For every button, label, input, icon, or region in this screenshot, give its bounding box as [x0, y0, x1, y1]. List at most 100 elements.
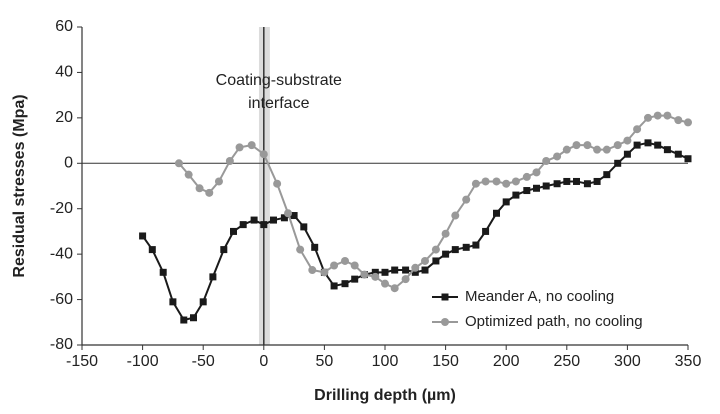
marker [190, 314, 198, 322]
y-tick-label: -40 [50, 245, 73, 262]
marker [644, 139, 652, 147]
marker [502, 179, 511, 188]
marker [472, 241, 480, 249]
marker [180, 316, 188, 324]
marker [431, 245, 440, 254]
marker [684, 155, 692, 163]
marker [280, 214, 288, 222]
marker [351, 275, 359, 283]
marker [139, 232, 147, 240]
marker [290, 212, 298, 220]
marker [462, 243, 470, 251]
marker [371, 268, 379, 276]
marker [562, 145, 571, 154]
marker [259, 150, 268, 159]
x-tick-label: 300 [614, 353, 641, 370]
y-tick-label: 20 [55, 109, 73, 126]
x-tick-label: 250 [553, 353, 580, 370]
marker [502, 198, 510, 206]
marker [420, 256, 429, 265]
marker [402, 266, 410, 274]
marker [381, 268, 389, 276]
marker [401, 275, 410, 284]
legend-marker [441, 293, 449, 301]
y-tick-label: 40 [55, 64, 73, 81]
x-tick-label: 0 [259, 353, 268, 370]
marker [533, 184, 540, 192]
marker [663, 146, 671, 154]
marker [593, 145, 602, 154]
y-tick-label: -80 [50, 336, 73, 353]
marker [542, 157, 551, 166]
marker [330, 261, 339, 270]
marker [239, 221, 247, 229]
marker [341, 256, 350, 265]
x-tick-label: 50 [316, 353, 334, 370]
x-tick-label: 100 [372, 353, 399, 370]
marker [432, 257, 440, 265]
marker [553, 152, 562, 161]
marker [451, 246, 459, 254]
marker [209, 273, 217, 281]
x-tick-label: -50 [192, 353, 215, 370]
marker [230, 227, 237, 235]
marker [214, 177, 223, 186]
marker [360, 270, 369, 279]
marker [654, 141, 662, 149]
marker [235, 143, 244, 152]
marker [371, 272, 380, 281]
x-tick-label: 150 [432, 353, 459, 370]
marker [492, 177, 501, 186]
marker [674, 150, 682, 158]
marker [350, 261, 359, 270]
x-axis-title: Drilling depth (µm) [314, 387, 456, 404]
marker [247, 141, 256, 150]
marker [593, 177, 601, 185]
marker [169, 298, 177, 306]
marker [269, 216, 277, 224]
marker [684, 118, 692, 127]
marker [341, 280, 349, 288]
marker [390, 284, 399, 293]
marker [300, 223, 308, 231]
legend-marker [441, 318, 449, 326]
marker [411, 268, 419, 276]
marker [572, 177, 580, 185]
marker [481, 177, 490, 186]
marker [462, 195, 471, 204]
marker [260, 221, 268, 229]
marker [159, 268, 167, 276]
marker [633, 141, 641, 149]
annotation: Coating-substrate [216, 72, 342, 89]
marker [532, 168, 541, 177]
marker [205, 188, 214, 197]
marker [653, 111, 662, 120]
y-axis-title: Residual stresses (Mpa) [11, 94, 28, 277]
marker [623, 150, 631, 158]
marker [633, 125, 642, 134]
marker [311, 243, 319, 251]
marker [623, 136, 632, 145]
marker [411, 263, 420, 272]
marker [250, 216, 258, 224]
marker [442, 250, 450, 258]
marker [296, 245, 305, 254]
marker [523, 187, 531, 195]
marker [441, 229, 450, 238]
x-tick-label: -150 [66, 353, 98, 370]
marker [220, 246, 228, 254]
marker [613, 141, 622, 150]
marker [174, 159, 183, 168]
marker [542, 182, 550, 190]
marker [644, 113, 653, 122]
marker [451, 211, 460, 220]
y-tick-label: 60 [55, 18, 73, 35]
marker [493, 209, 501, 217]
marker [572, 141, 581, 150]
marker [663, 111, 672, 120]
marker [421, 266, 429, 274]
marker [603, 171, 611, 179]
marker [583, 180, 591, 188]
x-tick-label: 350 [675, 353, 702, 370]
